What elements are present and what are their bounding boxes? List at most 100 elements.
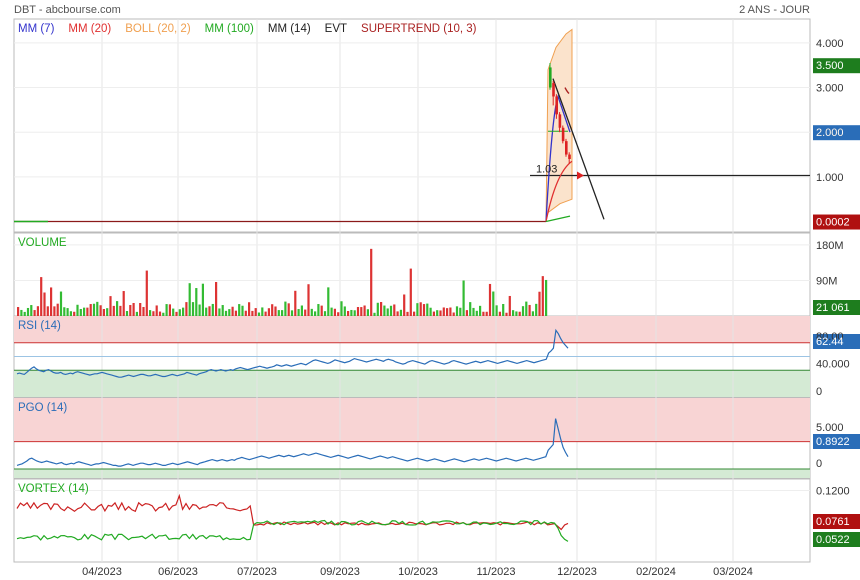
- volume-bar: [343, 306, 346, 316]
- volume-bar: [261, 307, 264, 316]
- volume-bar: [310, 308, 313, 316]
- supertrend-arrow: [577, 171, 584, 180]
- pgo-high-zone: [14, 398, 810, 442]
- volume-bar: [145, 270, 148, 316]
- volume-bar: [89, 304, 92, 316]
- volume-bar: [33, 310, 36, 316]
- volume-bar: [376, 302, 379, 316]
- volume-bar: [208, 306, 211, 316]
- x-tick-label: 12/2023: [557, 566, 597, 578]
- volume-bar: [76, 304, 79, 316]
- volume-bar: [399, 309, 402, 316]
- volume-bar: [449, 307, 452, 316]
- candle-body: [555, 96, 558, 115]
- volume-bar: [485, 311, 488, 316]
- volume-bar: [363, 305, 366, 316]
- y-tick-label: 5.000: [816, 422, 844, 434]
- volume-bar: [429, 307, 432, 316]
- volume-bar: [211, 303, 214, 316]
- volume-bar: [350, 309, 353, 316]
- volume-bar: [333, 308, 336, 316]
- volume-bar: [512, 310, 515, 316]
- volume-bar: [43, 292, 46, 316]
- volume-bar: [314, 311, 317, 316]
- volume-bar: [502, 303, 505, 316]
- vortex-badge: 0.0761: [816, 516, 850, 528]
- volume-bar: [224, 310, 228, 316]
- volume-bar: [162, 312, 165, 316]
- rsi-badge-bg: [813, 334, 860, 349]
- volume-bar: [142, 306, 145, 316]
- y-tick-label: 1.000: [816, 172, 844, 184]
- volume-bar: [257, 312, 261, 316]
- volume-bar: [287, 303, 290, 316]
- price-badge: 3.500: [816, 60, 844, 72]
- volume-bar: [92, 303, 96, 316]
- volume-bar: [281, 310, 284, 316]
- mm100-line: [545, 215, 571, 223]
- volume-bar: [452, 312, 455, 316]
- volume-bar: [188, 283, 191, 316]
- legend-entry: MM (100): [205, 23, 254, 35]
- volume-bar: [20, 309, 23, 316]
- volume-bar: [59, 291, 63, 316]
- volume-bar: [185, 302, 188, 316]
- volume-bar: [251, 310, 254, 316]
- volume-bar: [419, 302, 422, 316]
- vortex-plus-line: [16, 493, 569, 531]
- pgo-low-zone: [14, 468, 810, 478]
- panel-frame-vtx: [13, 478, 811, 563]
- volume-bar: [165, 304, 168, 316]
- volume-bar: [356, 307, 360, 316]
- volume-bar: [254, 308, 257, 316]
- volume-bar: [482, 311, 485, 316]
- volume-bar: [465, 310, 468, 316]
- volume-bar: [238, 304, 241, 316]
- legend-entry: BOLL (20, 2): [125, 23, 191, 35]
- volume-bar: [422, 304, 426, 316]
- volume-bar: [56, 303, 59, 316]
- volume-bar: [396, 311, 399, 316]
- volume-bar: [360, 307, 363, 316]
- volume-bar: [409, 268, 412, 316]
- x-tick-label: 09/2023: [320, 566, 360, 578]
- x-tick-label: 07/2023: [237, 566, 277, 578]
- volume-bar: [436, 310, 439, 316]
- vortex-badge-bg: [813, 532, 860, 547]
- volume-bar: [320, 305, 323, 316]
- volume-bar: [23, 311, 26, 316]
- volume-bar: [290, 310, 294, 316]
- volume-bar: [389, 305, 393, 316]
- volume-bar: [432, 311, 435, 316]
- panel-backgrounds: [13, 18, 811, 563]
- volume-bar: [79, 308, 82, 316]
- rsi-title: RSI (14): [18, 320, 61, 332]
- volume-bar: [294, 290, 297, 316]
- supertrend-mark: [564, 87, 570, 95]
- volume-bar: [545, 279, 548, 316]
- volume-bar: [122, 291, 125, 316]
- legend-entry: MM (7): [18, 23, 55, 35]
- volume-bar: [109, 296, 112, 316]
- y-tick-label: 80.00: [816, 331, 844, 343]
- candle-body: [561, 127, 565, 142]
- volume-bar: [373, 312, 376, 316]
- x-tick-label: 02/2024: [636, 566, 676, 578]
- y-tick-label: 2.000: [816, 127, 844, 139]
- chart-marks: [14, 28, 860, 547]
- volume-bar: [50, 287, 53, 316]
- volume-bar: [66, 308, 69, 316]
- volume-bar: [479, 305, 482, 316]
- volume-bar: [248, 302, 251, 316]
- volume-bar: [541, 276, 544, 316]
- volume-bar: [426, 303, 429, 316]
- y-tick-label: 180M: [816, 240, 844, 252]
- x-tick-label: 03/2024: [713, 566, 753, 578]
- volume-bar: [96, 301, 99, 316]
- x-tick-label: 06/2023: [158, 566, 198, 578]
- vortex-badge: 0.0522: [816, 534, 850, 546]
- volume-bar: [446, 308, 449, 316]
- volume-bar: [337, 312, 340, 316]
- price-badge-bg: [813, 214, 860, 230]
- evt-trendline: [552, 78, 605, 220]
